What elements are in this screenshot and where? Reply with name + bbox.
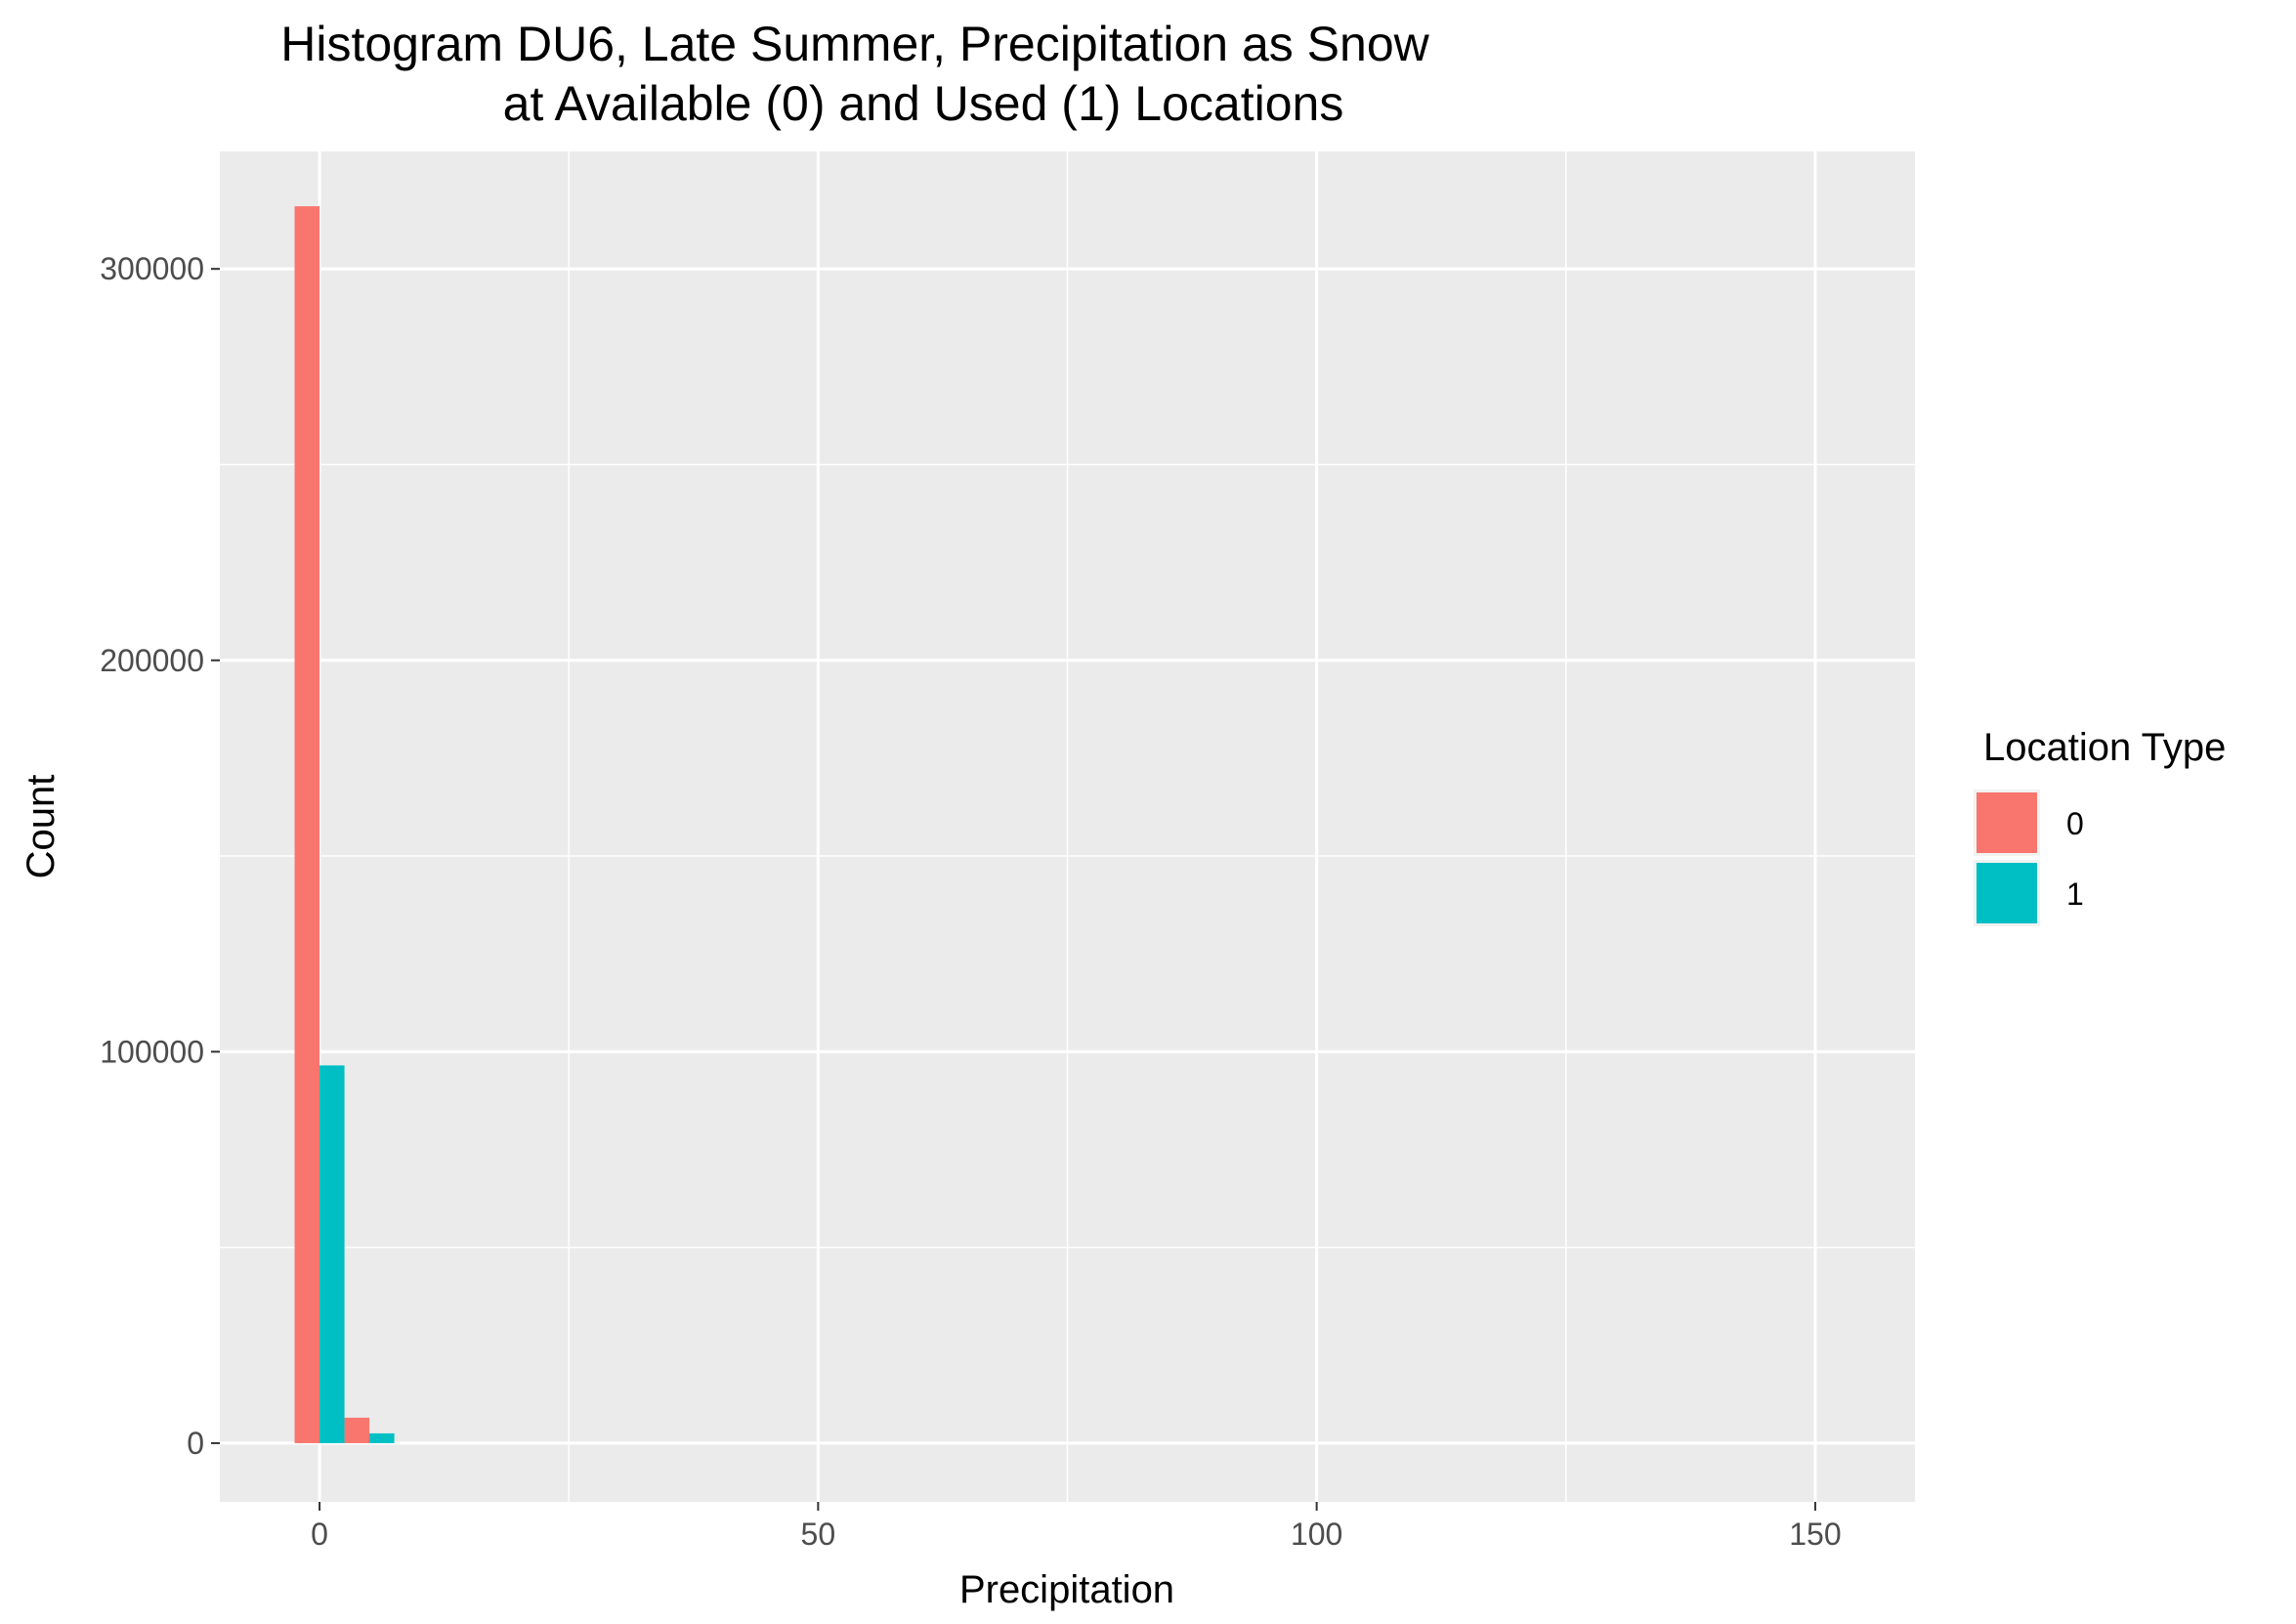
chart-subtitle: at Available (0) and Used (1) Locations <box>503 76 1344 131</box>
x-axis: 0 50 100 150 <box>311 1502 1842 1552</box>
y-tick-label: 200000 <box>100 643 204 678</box>
bar-series-1 <box>319 1065 345 1443</box>
y-axis: 0 100000 200000 300000 <box>100 251 220 1461</box>
x-tick-label: 100 <box>1291 1517 1342 1552</box>
bar-series-0 <box>344 1417 370 1443</box>
bar-series-0 <box>294 206 320 1443</box>
legend-label-0: 0 <box>2066 806 2084 841</box>
legend: Location Type 01 <box>1974 726 2226 926</box>
y-tick-label: 100000 <box>100 1034 204 1069</box>
bars <box>294 206 395 1443</box>
bar-series-1 <box>369 1432 395 1443</box>
y-tick-label: 300000 <box>100 251 204 286</box>
x-tick-label: 150 <box>1789 1517 1841 1552</box>
legend-swatch-0 <box>1977 792 2037 853</box>
legend-swatch-1 <box>1977 863 2037 923</box>
legend-title: Location Type <box>1983 726 2226 769</box>
x-tick-label: 50 <box>801 1517 836 1552</box>
x-axis-title: Precipitation <box>959 1568 1174 1611</box>
y-tick-label: 0 <box>187 1426 204 1461</box>
legend-items: 01 <box>1974 790 2084 926</box>
chart-title: Histogram DU6, Late Summer, Precipitatio… <box>280 17 1429 71</box>
minor-gridlines <box>220 151 1915 1502</box>
y-axis-title: Count <box>20 775 63 879</box>
x-tick-label: 0 <box>311 1517 328 1552</box>
legend-label-1: 1 <box>2066 876 2084 912</box>
